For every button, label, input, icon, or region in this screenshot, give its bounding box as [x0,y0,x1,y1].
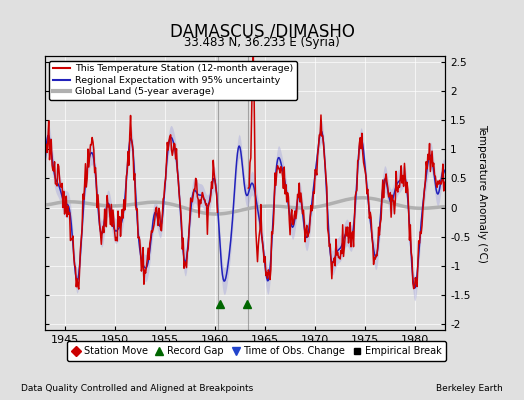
Legend: Station Move, Record Gap, Time of Obs. Change, Empirical Break: Station Move, Record Gap, Time of Obs. C… [67,341,446,361]
Text: Data Quality Controlled and Aligned at Breakpoints: Data Quality Controlled and Aligned at B… [21,384,253,393]
Legend: This Temperature Station (12-month average), Regional Expectation with 95% uncer: This Temperature Station (12-month avera… [49,61,297,100]
Text: 33.483 N, 36.233 E (Syria): 33.483 N, 36.233 E (Syria) [184,36,340,49]
Text: DAMASCUS /DIMASHO: DAMASCUS /DIMASHO [170,23,354,41]
Text: Berkeley Earth: Berkeley Earth [436,384,503,393]
Y-axis label: Temperature Anomaly (°C): Temperature Anomaly (°C) [477,124,487,262]
